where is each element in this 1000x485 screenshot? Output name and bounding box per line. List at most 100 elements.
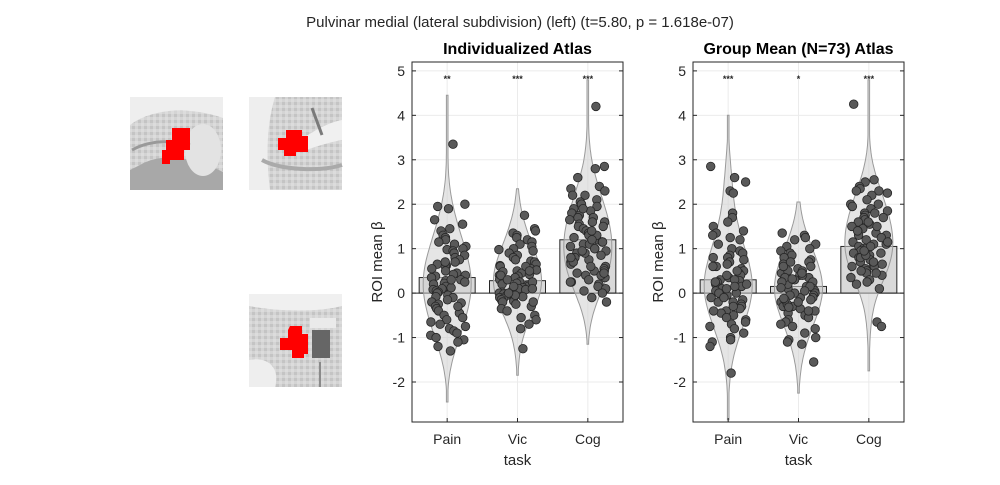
- data-point: [502, 306, 512, 316]
- data-point: [719, 292, 729, 303]
- data-point: [573, 172, 583, 183]
- data-point: [797, 339, 807, 349]
- data-point: [442, 315, 452, 325]
- data-point: [782, 337, 793, 347]
- data-point: [515, 239, 525, 249]
- data-point: [793, 297, 803, 307]
- data-point: [708, 306, 719, 316]
- figure-title: Pulvinar medial (lateral subdivision) (l…: [306, 14, 734, 31]
- significance-marker: ***: [723, 74, 734, 84]
- data-point: [599, 268, 609, 278]
- data-point: [776, 283, 786, 293]
- brain-slice-sagittal: [130, 97, 223, 190]
- data-point: [740, 177, 751, 187]
- data-point: [806, 295, 816, 305]
- y-tick-label: 3: [678, 152, 686, 168]
- data-point: [800, 286, 810, 296]
- data-point: [524, 266, 535, 276]
- data-point: [460, 277, 470, 287]
- data-point: [876, 232, 887, 243]
- data-point: [590, 243, 600, 254]
- data-point: [586, 261, 596, 272]
- data-point: [527, 284, 538, 294]
- data-point: [723, 217, 733, 227]
- significance-marker: *: [797, 74, 801, 84]
- data-point: [503, 288, 514, 298]
- y-tick-label: 1: [397, 241, 405, 257]
- data-point: [870, 208, 880, 218]
- data-point: [460, 321, 471, 332]
- data-point: [518, 344, 528, 354]
- data-point: [721, 284, 732, 294]
- data-point: [531, 315, 541, 325]
- data-point: [728, 188, 739, 198]
- y-tick-label: -1: [674, 330, 687, 346]
- data-point: [519, 210, 530, 221]
- data-point: [577, 246, 587, 256]
- y-tick-label: 0: [678, 285, 686, 301]
- data-point: [847, 261, 857, 272]
- data-point: [433, 341, 443, 352]
- data-point: [587, 235, 597, 245]
- data-point: [730, 281, 740, 292]
- y-tick-label: 2: [397, 196, 405, 212]
- x-tick-label: Pain: [433, 431, 461, 447]
- data-point: [440, 257, 450, 267]
- data-point: [725, 335, 736, 345]
- data-point: [882, 206, 893, 216]
- data-point: [443, 203, 454, 214]
- data-point: [567, 190, 578, 201]
- data-point: [776, 319, 786, 329]
- data-point: [572, 268, 582, 278]
- data-point: [598, 221, 608, 232]
- data-point: [882, 188, 893, 198]
- data-point: [706, 161, 716, 172]
- x-tick-label: Vic: [789, 431, 808, 447]
- data-point: [584, 275, 594, 285]
- data-point: [741, 279, 752, 289]
- data-point: [597, 288, 608, 298]
- data-point: [516, 312, 526, 323]
- data-point: [592, 201, 602, 212]
- data-point: [883, 237, 893, 247]
- y-axis-label: ROI mean β: [650, 221, 667, 303]
- data-point: [601, 297, 612, 307]
- data-point: [873, 199, 884, 209]
- data-point: [713, 239, 724, 249]
- y-tick-label: 0: [397, 285, 405, 301]
- data-point: [452, 328, 462, 338]
- data-point: [859, 246, 869, 256]
- data-point: [722, 270, 732, 281]
- data-point: [578, 203, 588, 214]
- data-point: [565, 277, 576, 287]
- data-point: [460, 199, 470, 209]
- x-tick-label: Vic: [508, 431, 527, 447]
- data-point: [725, 232, 735, 243]
- data-point: [806, 261, 816, 272]
- data-point: [849, 99, 859, 109]
- data-point: [722, 259, 732, 269]
- data-point: [509, 281, 519, 292]
- data-point: [739, 255, 749, 265]
- data-point: [596, 250, 606, 261]
- data-point: [518, 292, 528, 302]
- data-point: [510, 255, 521, 265]
- y-tick-label: 5: [678, 63, 686, 79]
- data-point: [721, 312, 732, 323]
- data-point: [779, 293, 789, 304]
- data-point: [579, 286, 589, 296]
- x-axis-label: task: [504, 452, 532, 469]
- data-point: [871, 268, 881, 278]
- y-tick-label: 1: [678, 241, 686, 257]
- data-point: [448, 139, 458, 149]
- data-point: [600, 186, 610, 196]
- data-point: [587, 292, 597, 303]
- data-point: [453, 301, 463, 312]
- x-axis-label: task: [785, 452, 813, 469]
- data-point: [785, 257, 796, 267]
- data-point: [528, 297, 538, 307]
- data-point: [569, 232, 579, 243]
- data-point: [502, 275, 513, 285]
